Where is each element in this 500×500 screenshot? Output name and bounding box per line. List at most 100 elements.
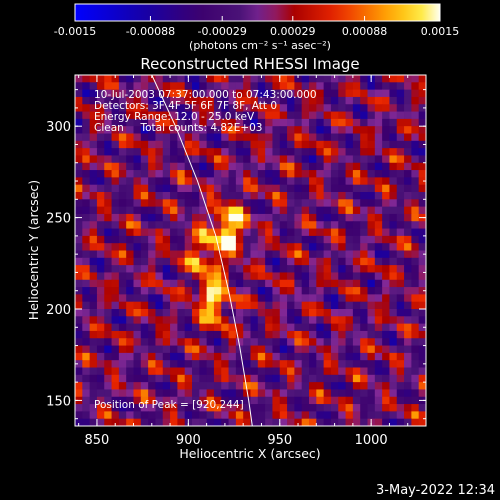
heatmap-cell <box>89 148 98 157</box>
heatmap-cell <box>323 257 332 266</box>
heatmap-cell <box>235 221 244 230</box>
heatmap-cell <box>213 396 222 405</box>
heatmap-cell <box>206 89 215 98</box>
heatmap-cell <box>82 374 91 383</box>
heatmap-cell <box>352 118 361 127</box>
heatmap-cell <box>323 301 332 310</box>
heatmap-cell <box>265 330 274 339</box>
heatmap-cell <box>184 338 193 347</box>
heatmap-cell <box>221 221 230 230</box>
heatmap-cell <box>360 162 369 171</box>
heatmap-cell <box>162 250 171 259</box>
heatmap-cell <box>279 396 288 405</box>
heatmap-cell <box>199 148 208 157</box>
heatmap-cell <box>199 213 208 222</box>
heatmap-cell <box>330 199 339 208</box>
heatmap-cell <box>89 367 98 376</box>
heatmap-cell <box>382 126 391 135</box>
heatmap-cell <box>206 309 215 317</box>
heatmap-cell <box>148 155 157 164</box>
heatmap-cell <box>316 396 325 405</box>
heatmap-cell <box>309 96 317 105</box>
heatmap-cell <box>367 272 376 281</box>
heatmap-cell <box>192 330 200 339</box>
heatmap-cell <box>89 199 98 208</box>
heatmap-cell <box>228 396 237 405</box>
heatmap-cell <box>367 126 376 135</box>
heatmap-cell <box>382 301 391 310</box>
heatmap-cell <box>257 345 266 354</box>
heatmap-cell <box>89 192 98 200</box>
heatmap-cell <box>96 155 105 164</box>
heatmap-cell <box>199 287 208 295</box>
heatmap-cell <box>118 192 127 200</box>
heatmap-cell <box>235 404 244 412</box>
heatmap-cell <box>89 82 98 91</box>
heatmap-cell <box>111 389 120 398</box>
heatmap-cell <box>162 367 171 376</box>
heatmap-cell <box>338 162 347 171</box>
heatmap-cell <box>82 257 91 266</box>
heatmap-cell <box>206 257 215 266</box>
heatmap-cell <box>404 396 412 405</box>
heatmap-cell <box>118 228 127 237</box>
heatmap-cell <box>257 272 266 281</box>
heatmap-cell <box>235 338 244 347</box>
heatmap-cell <box>89 360 98 369</box>
heatmap-cell <box>396 323 405 332</box>
heatmap-cell <box>170 221 178 230</box>
heatmap-cell <box>250 338 259 347</box>
heatmap-cell <box>265 126 274 135</box>
heatmap-cell <box>228 330 237 339</box>
heatmap-cell <box>338 111 347 120</box>
heatmap-cell <box>104 140 113 149</box>
heatmap-cell <box>418 330 426 339</box>
heatmap-cell <box>272 279 281 288</box>
plot-frame <box>74 74 427 427</box>
heatmap-cell <box>404 235 412 244</box>
heatmap-cell <box>374 396 383 405</box>
heatmap-cell <box>330 301 339 310</box>
heatmap-cell <box>250 382 259 391</box>
heatmap-cell <box>184 111 193 120</box>
heatmap-cell <box>338 177 347 186</box>
heatmap-cell <box>162 287 171 295</box>
heatmap-cell <box>338 323 347 332</box>
heatmap-cell <box>411 265 420 274</box>
heatmap-cell <box>155 287 164 295</box>
heatmap-cell <box>96 411 105 420</box>
heatmap-cell <box>228 257 237 266</box>
heatmap-cell <box>396 279 405 288</box>
heatmap-cell <box>301 140 310 149</box>
heatmap-cell <box>250 323 259 332</box>
heatmap-cell <box>126 352 135 361</box>
heatmap-cell <box>177 118 186 127</box>
heatmap-cell <box>140 257 149 266</box>
heatmap-cell <box>96 177 105 186</box>
heatmap-cell <box>309 367 317 376</box>
heatmap-cell <box>89 243 98 252</box>
heatmap-cell <box>184 301 193 310</box>
heatmap-cell <box>133 140 142 149</box>
heatmap-cell <box>418 257 426 266</box>
heatmap-cell <box>396 184 405 193</box>
heatmap-cell <box>396 287 405 295</box>
heatmap-cell <box>367 257 376 266</box>
heatmap-cell <box>338 367 347 376</box>
heatmap-cell <box>287 294 295 303</box>
heatmap-cell <box>272 404 281 412</box>
heatmap-cell <box>228 155 237 164</box>
heatmap-cell <box>155 140 164 149</box>
heatmap-cell <box>126 82 135 91</box>
heatmap-cell <box>396 170 405 178</box>
heatmap-cell <box>374 126 383 135</box>
heatmap-cell <box>221 345 230 354</box>
heatmap-cell <box>221 301 230 310</box>
heatmap-cell <box>118 367 127 376</box>
heatmap-cell <box>396 104 405 113</box>
heatmap-cell <box>111 184 120 193</box>
heatmap-cell <box>367 396 376 405</box>
heatmap-cell <box>345 104 354 113</box>
heatmap-cell <box>316 250 325 259</box>
heatmap-cell <box>389 170 398 178</box>
